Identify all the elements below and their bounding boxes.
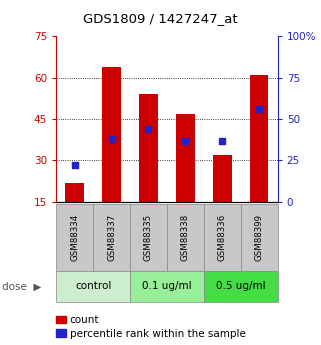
Point	[146, 126, 151, 132]
Text: GSM88336: GSM88336	[218, 214, 227, 261]
Point	[220, 138, 225, 143]
Text: GSM88399: GSM88399	[255, 214, 264, 261]
Text: percentile rank within the sample: percentile rank within the sample	[70, 329, 246, 338]
Text: count: count	[70, 315, 99, 325]
Point	[183, 138, 188, 143]
Text: GSM88338: GSM88338	[181, 214, 190, 261]
Text: GDS1809 / 1427247_at: GDS1809 / 1427247_at	[83, 12, 238, 25]
Bar	[213, 155, 231, 202]
Text: dose  ▶: dose ▶	[2, 282, 41, 291]
Text: GSM88337: GSM88337	[107, 214, 116, 261]
Point	[109, 136, 114, 142]
Bar	[102, 67, 121, 202]
Bar	[176, 114, 195, 202]
Text: GSM88335: GSM88335	[144, 214, 153, 261]
Text: 0.5 ug/ml: 0.5 ug/ml	[216, 282, 265, 291]
Bar	[250, 75, 268, 202]
Point	[72, 162, 77, 168]
Text: control: control	[75, 282, 111, 291]
Bar	[65, 183, 84, 202]
Point	[256, 106, 262, 112]
Text: 0.1 ug/ml: 0.1 ug/ml	[142, 282, 192, 291]
Text: GSM88334: GSM88334	[70, 214, 79, 261]
Bar	[139, 94, 158, 202]
